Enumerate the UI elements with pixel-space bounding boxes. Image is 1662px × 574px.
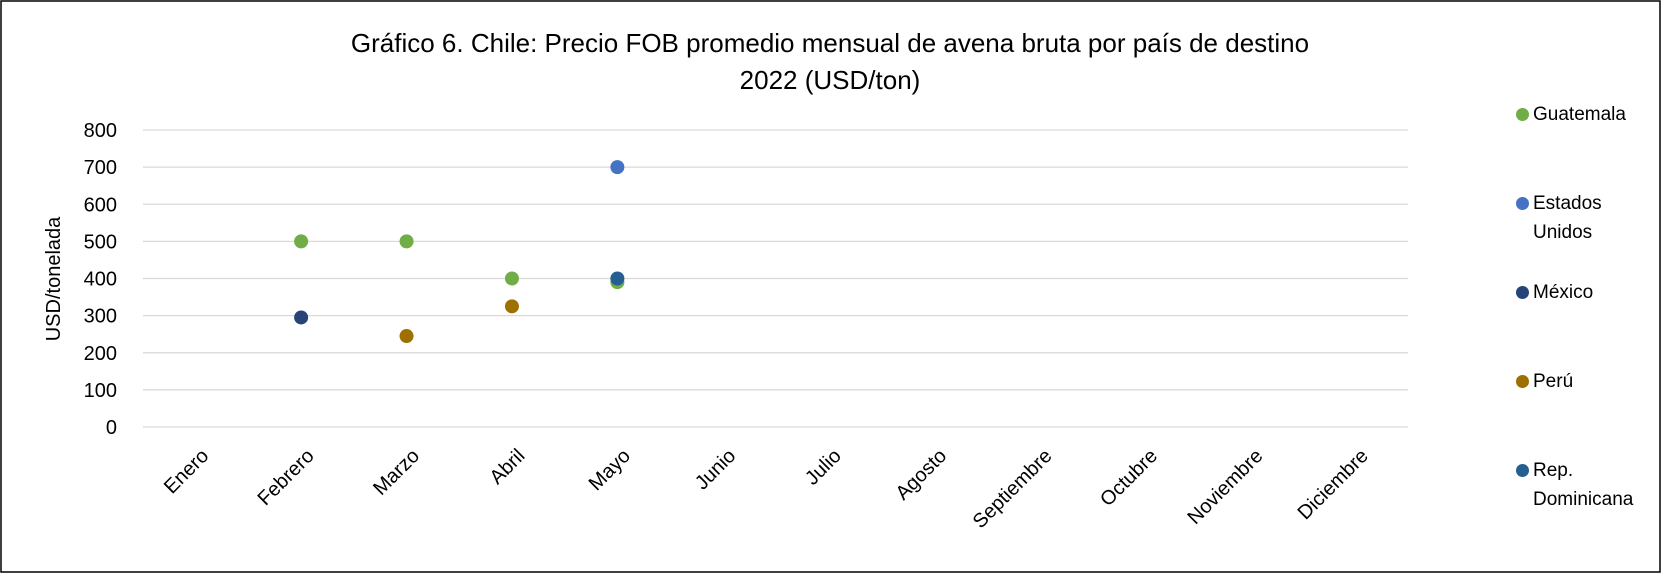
y-axis-label: USD/tonelada <box>43 216 65 341</box>
legend-item: Perú <box>1516 367 1646 396</box>
data-point <box>610 160 625 175</box>
y-tick-label: 800 <box>84 120 117 142</box>
legend-marker <box>1516 286 1529 299</box>
data-point <box>504 271 519 286</box>
y-tick-label: 700 <box>84 157 117 179</box>
legend-label: Estados Unidos <box>1533 193 1602 243</box>
data-point <box>399 329 414 344</box>
y-tick-label: 100 <box>84 380 117 402</box>
y-tick-label: 400 <box>84 269 117 291</box>
legend-item: Guatemala <box>1516 100 1646 129</box>
legend-item: México <box>1516 278 1646 307</box>
chart-title: 2022 (USD/ton) <box>740 65 921 95</box>
data-point <box>294 234 309 249</box>
legend-item: Rep. Dominicana <box>1516 456 1646 514</box>
y-tick-label: 200 <box>84 343 117 365</box>
data-point <box>610 271 625 286</box>
legend-label: Rep. Dominicana <box>1533 460 1634 510</box>
data-point <box>399 234 414 249</box>
legend-label: Guatemala <box>1533 104 1626 125</box>
data-point <box>504 299 519 314</box>
legend-marker <box>1516 375 1529 388</box>
legend-marker <box>1516 464 1529 477</box>
legend-marker <box>1516 108 1529 121</box>
legend-item: Estados Unidos <box>1516 189 1646 247</box>
y-tick-label: 0 <box>106 417 117 439</box>
legend-label: Perú <box>1533 371 1574 392</box>
legend-marker <box>1516 197 1529 210</box>
data-point <box>294 310 309 325</box>
y-tick-label: 600 <box>84 194 117 216</box>
y-tick-label: 500 <box>84 231 117 253</box>
y-tick-label: 300 <box>84 306 117 328</box>
chart-title: Gráfico 6. Chile: Precio FOB promedio me… <box>351 28 1309 58</box>
legend-label: México <box>1533 282 1594 303</box>
